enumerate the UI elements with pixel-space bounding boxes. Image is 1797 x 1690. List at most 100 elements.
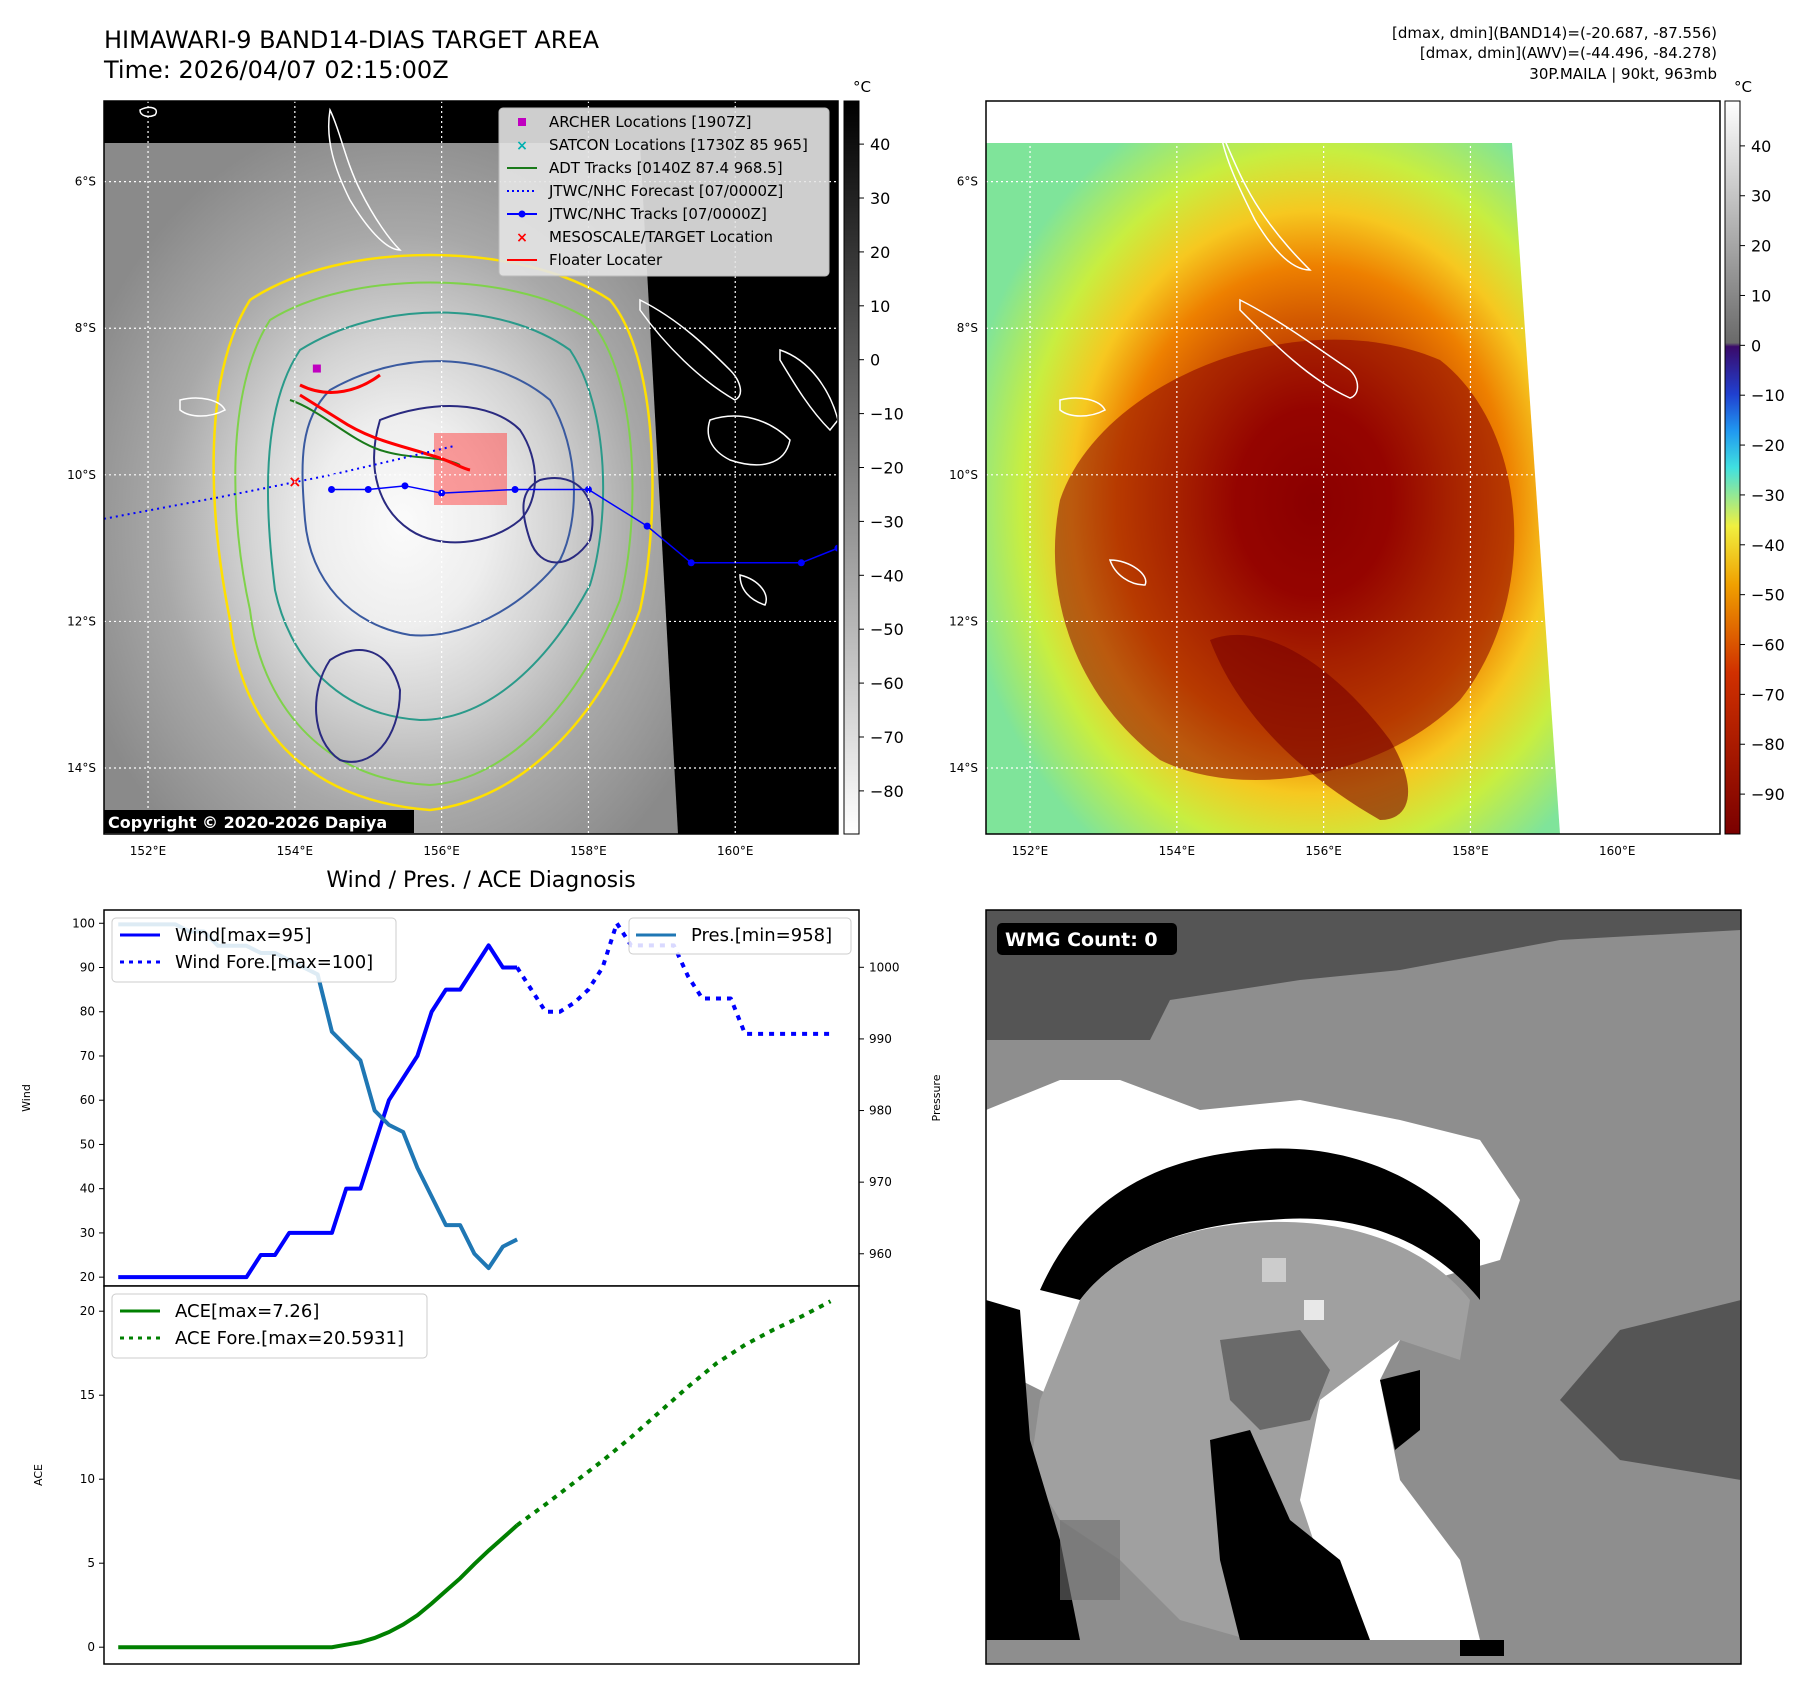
lon-label: 152°E bbox=[1012, 844, 1049, 858]
wind-tick: 60 bbox=[80, 1093, 95, 1107]
wind-tick: 80 bbox=[80, 1005, 95, 1019]
pressure-axis-label: Pressure bbox=[930, 1074, 943, 1121]
colorbar-tick: −70 bbox=[1751, 685, 1785, 704]
series-line bbox=[118, 943, 518, 1280]
diagnosis-title: Wind / Pres. / ACE Diagnosis bbox=[326, 868, 635, 893]
colorbar-tick: −90 bbox=[1751, 785, 1785, 804]
legend-entry: ADT Tracks [0140Z 87.4 968.5] bbox=[549, 159, 783, 177]
legend-wind-forecast: Wind Fore.[max=100] bbox=[175, 952, 373, 973]
colorbar-tick: −10 bbox=[1751, 386, 1785, 405]
colorbar-tick: 10 bbox=[870, 297, 890, 316]
lon-label: 158°E bbox=[1452, 844, 1489, 858]
wind-pressure-chart: Wind Pressure 20 30 40 50 60 70 80 90 100 960 970 9… bbox=[20, 909, 943, 1287]
pressure-tick: 990 bbox=[869, 1032, 892, 1046]
colorbar-tick: 0 bbox=[1751, 336, 1761, 355]
lon-label: 156°E bbox=[1305, 844, 1342, 858]
colorbar-tick: 40 bbox=[1751, 137, 1771, 156]
lat-label: 12°S bbox=[949, 614, 978, 628]
jtwc-point bbox=[834, 544, 838, 552]
legend-wind: Wind[max=95] bbox=[175, 925, 312, 946]
lat-label: 12°S bbox=[67, 614, 96, 628]
wind-legend: Wind[max=95] Wind Fore.[max=100] bbox=[111, 917, 397, 983]
colorbar-tick: −40 bbox=[1751, 536, 1785, 555]
map1-legend: ARCHER Locations [1907Z] × SATCON Location… bbox=[498, 107, 830, 277]
legend-ace: ACE[max=7.26] bbox=[175, 1301, 319, 1322]
lat-label: 6°S bbox=[75, 175, 96, 189]
lat-label: 10°S bbox=[67, 468, 96, 482]
ace-axis-label: ACE bbox=[32, 1464, 45, 1486]
pressure-tick: 970 bbox=[869, 1175, 892, 1189]
colorbar-tick: 0 bbox=[870, 351, 880, 370]
legend-entry: JTWC/NHC Tracks [07/0000Z] bbox=[548, 205, 767, 223]
colorbar-tick: −40 bbox=[870, 566, 904, 585]
dmax-band14: [dmax, dmin](BAND14)=(-20.687, -87.556) bbox=[1392, 24, 1717, 42]
pressure-tick: 1000 bbox=[869, 960, 900, 974]
lat-label: 14°S bbox=[949, 761, 978, 775]
jtwc-point bbox=[364, 485, 372, 493]
colorbar-tick: −50 bbox=[1751, 586, 1785, 605]
jtwc-point bbox=[511, 485, 519, 493]
pressure-tick: 980 bbox=[869, 1104, 892, 1118]
wind-tick: 30 bbox=[80, 1226, 95, 1240]
lon-label: 154°E bbox=[1159, 844, 1196, 858]
jtwc-forecast-line bbox=[104, 444, 457, 520]
lon-label: 154°E bbox=[277, 844, 314, 858]
colorbar-tick: −50 bbox=[870, 620, 904, 639]
colorbar-tick: −60 bbox=[1751, 636, 1785, 655]
svg-text:×: × bbox=[516, 138, 528, 154]
ace-tick: 0 bbox=[87, 1640, 95, 1654]
ace-tick: 10 bbox=[80, 1472, 95, 1486]
map2-axis-labels: 6°S 8°S 10°S 12°S 14°S 152°E 154°E 156°E 158°E 16… bbox=[949, 175, 1635, 858]
jtwc-track-line bbox=[331, 485, 838, 564]
colorbar-tick: −30 bbox=[870, 512, 904, 531]
copyright-text: Copyright © 2020-2026 Dapiya bbox=[108, 813, 387, 832]
jtwc-track-points bbox=[328, 482, 838, 567]
figure-time: Time: 2026/04/07 02:15:00Z bbox=[104, 56, 449, 84]
lat-label: 8°S bbox=[75, 321, 96, 335]
svg-text:×: × bbox=[516, 230, 528, 246]
ace-tick: 20 bbox=[80, 1304, 95, 1318]
wind-tick: 40 bbox=[80, 1182, 95, 1196]
jtwc-point bbox=[584, 485, 592, 493]
wmg-count-box bbox=[997, 923, 1177, 955]
wind-tick: 90 bbox=[80, 961, 95, 975]
colorbar-tick: 40 bbox=[870, 135, 890, 154]
pressure-legend: Pres.[min=958] bbox=[628, 917, 852, 955]
series-line bbox=[515, 1299, 832, 1527]
colorbar-tick: −10 bbox=[870, 405, 904, 424]
lat-label: 14°S bbox=[67, 761, 96, 775]
lat-label: 10°S bbox=[949, 468, 978, 482]
copyright-box bbox=[104, 810, 414, 833]
colorbar-tick: −80 bbox=[870, 782, 904, 801]
colorbar-tick: −70 bbox=[870, 728, 904, 747]
colorbar-tick: −20 bbox=[1751, 436, 1785, 455]
wind-tick: 100 bbox=[72, 916, 95, 930]
series-line bbox=[118, 1523, 519, 1650]
coastlines-awv bbox=[1059, 129, 1359, 586]
legend-entry: ARCHER Locations [1907Z] bbox=[549, 113, 752, 131]
coastlines bbox=[139, 106, 838, 606]
colorbar-tick: 10 bbox=[1751, 286, 1771, 305]
floater-track bbox=[299, 373, 471, 472]
lat-label: 6°S bbox=[957, 175, 978, 189]
storm-info: 30P.MAILA | 90kt, 963mb bbox=[1529, 65, 1717, 83]
colorbar-ir: °C 40 30 20 10 0 −10 −20 −30 −40 −50 −60 −70 −80 bbox=[843, 78, 904, 835]
legend-entry: Floater Locater bbox=[549, 251, 663, 269]
lon-label: 156°E bbox=[423, 844, 460, 858]
wind-tick: 70 bbox=[80, 1049, 95, 1063]
legend-ace-forecast: ACE Fore.[max=20.5931] bbox=[175, 1328, 404, 1349]
jtwc-point bbox=[438, 489, 446, 497]
legend-entry: JTWC/NHC Forecast [07/0000Z] bbox=[548, 182, 783, 200]
colorbar-awv: °C 40 30 20 10 0 −10 −20 −30 −40 −50 −60 −70 −80 −90 bbox=[1724, 78, 1785, 835]
jtwc-point bbox=[797, 559, 805, 567]
colorbar-tick: −60 bbox=[870, 674, 904, 693]
jtwc-point bbox=[687, 559, 695, 567]
wind-tick: 20 bbox=[80, 1270, 95, 1284]
colorbar-tick: 20 bbox=[1751, 237, 1771, 256]
jtwc-point bbox=[401, 482, 409, 490]
ace-legend: ACE[max=7.26] ACE Fore.[max=20.5931] bbox=[111, 1293, 428, 1359]
wmg-count: WMG Count: 0 bbox=[1005, 929, 1158, 951]
wmg-panel: WMG Count: 0 bbox=[985, 909, 1742, 1665]
awv-map bbox=[986, 101, 1720, 834]
